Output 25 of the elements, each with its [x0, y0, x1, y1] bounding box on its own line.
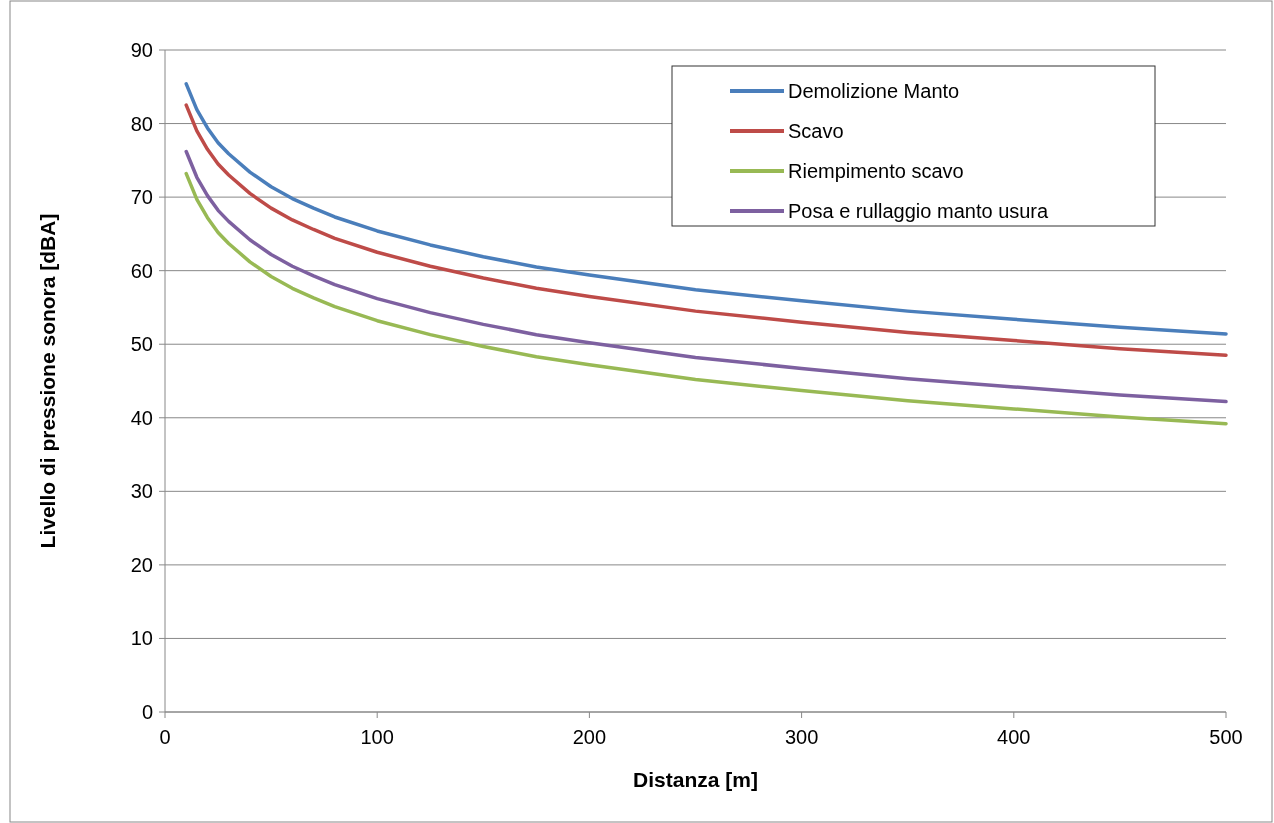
x-tick-label: 200 — [572, 726, 607, 748]
y-tick-label: 50 — [130, 333, 153, 356]
y-tick-label: 80 — [130, 112, 153, 135]
legend-label: Scavo — [788, 120, 844, 142]
x-tick-label: 0 — [159, 726, 171, 748]
y-tick-label: 40 — [130, 406, 153, 429]
x-tick-label: 100 — [360, 726, 394, 748]
y-tick-label: 90 — [130, 39, 153, 61]
y-tick-label: 0 — [141, 701, 153, 723]
y-axis-title: Livello di pressione sonora [dBA] — [36, 213, 59, 549]
x-tick-label: 400 — [997, 726, 1031, 748]
y-tick-label: 30 — [130, 480, 153, 503]
line-series — [184, 149, 1228, 404]
x-tick-label: 500 — [1209, 726, 1243, 748]
legend-label: Posa e rullaggio manto usura — [788, 200, 1050, 222]
legend-label: Demolizione Manto — [788, 80, 960, 102]
line-series — [184, 82, 1228, 336]
x-tick-label: 300 — [784, 726, 819, 748]
y-tick-label: 60 — [130, 259, 153, 282]
y-tick-label: 20 — [130, 553, 153, 576]
y-tick-label: 70 — [130, 186, 153, 209]
legend-label: Riempimento scavo — [788, 160, 964, 182]
x-axis-title: Distanza [m] — [633, 768, 758, 791]
line-series — [184, 103, 1228, 358]
y-tick-label: 10 — [130, 627, 153, 650]
